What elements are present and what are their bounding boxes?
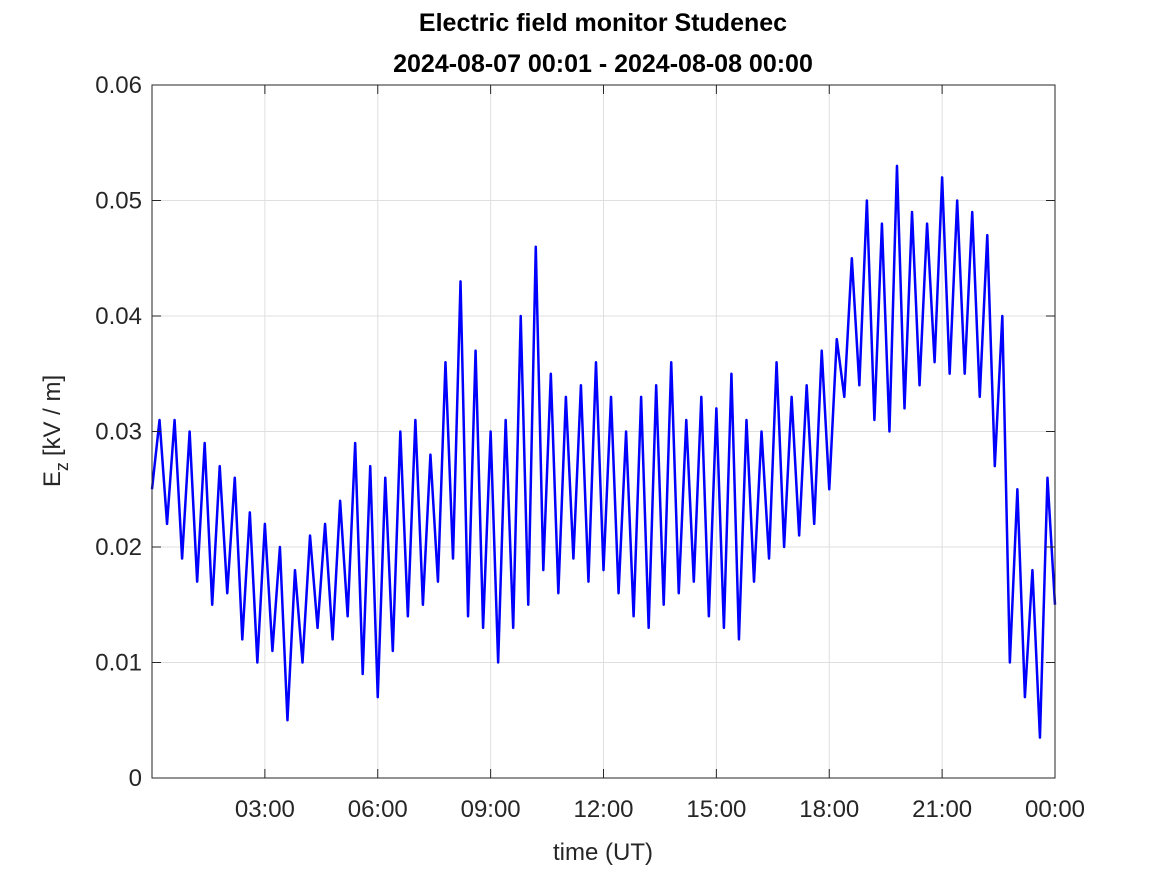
x-axis-label: time (UT) [553,839,653,866]
y-tick-label: 0.05 [95,188,142,215]
y-tick-label: 0.02 [95,534,142,561]
x-tick-label: 09:00 [461,796,521,823]
data-line [150,164,1057,739]
y-tick-label: 0.03 [95,419,142,446]
y-axis-label: Ez [kV / m] [39,375,72,487]
chart-subtitle: 2024-08-07 00:01 - 2024-08-08 00:00 [393,50,813,78]
chart-title: Electric field monitor Studenec [419,9,787,37]
y-axis-label-unit: [kV / m] [39,375,66,456]
x-tick-label: 21:00 [912,796,972,823]
y-axis-label-main: E [39,471,66,487]
x-tick-label: 06:00 [348,796,408,823]
x-tick-label: 18:00 [799,796,859,823]
x-tick-label: 00:00 [1025,796,1085,823]
y-tick-label: 0.06 [95,72,142,99]
data-layer [150,164,1057,739]
y-axis-label-sub: z [52,462,72,471]
x-tick-label: 15:00 [686,796,746,823]
x-tick-label: 03:00 [235,796,295,823]
y-tick-label: 0 [129,765,142,792]
x-tick-label: 12:00 [573,796,633,823]
y-tick-label: 0.04 [95,303,142,330]
y-tick-label: 0.01 [95,650,142,677]
ticks: 0 0.01 0.02 0.03 0.04 0.05 0.06 03:00 06:00 09:00… [95,72,1085,823]
